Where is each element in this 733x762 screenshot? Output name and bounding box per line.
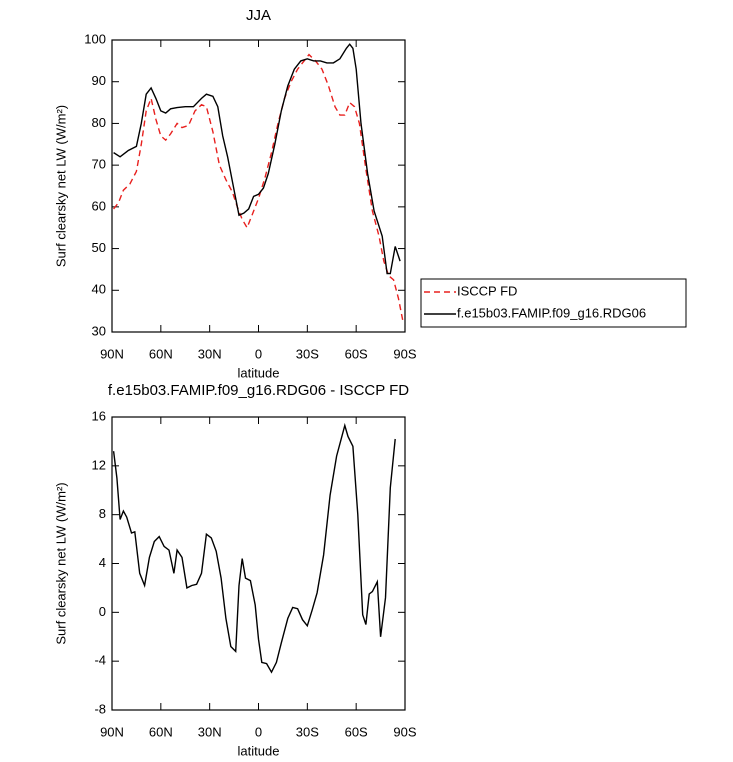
legend-label: ISCCP FD bbox=[457, 283, 517, 298]
x-axis-label: latitude bbox=[238, 365, 280, 380]
y-tick-label: 70 bbox=[92, 157, 106, 172]
data-line bbox=[113, 43, 401, 275]
chart-title: JJA bbox=[246, 7, 271, 24]
y-tick-label: 50 bbox=[92, 240, 106, 255]
legend-label: f.e15b03.FAMIP.f09_g16.RDG06 bbox=[457, 305, 646, 320]
y-tick-label: 60 bbox=[92, 198, 106, 213]
x-tick-label: 60N bbox=[149, 346, 173, 361]
x-tick-label: 30S bbox=[296, 724, 319, 739]
x-tick-label: 90N bbox=[100, 346, 124, 361]
y-tick-label: -8 bbox=[94, 701, 106, 716]
x-tick-label: 60S bbox=[345, 346, 368, 361]
x-axis-label: latitude bbox=[238, 743, 280, 758]
data-line bbox=[112, 422, 396, 674]
y-tick-label: -4 bbox=[94, 653, 106, 668]
y-tick-label: 100 bbox=[84, 31, 106, 46]
x-tick-label: 30S bbox=[296, 346, 319, 361]
data-line bbox=[113, 53, 405, 324]
y-tick-label: 0 bbox=[99, 604, 106, 619]
y-axis-label: Surf clearsky net LW (W/m²) bbox=[53, 105, 68, 267]
x-tick-label: 30N bbox=[198, 724, 222, 739]
legend-box bbox=[420, 278, 687, 328]
plot-frame bbox=[111, 416, 406, 711]
x-tick-label: 90S bbox=[393, 346, 416, 361]
y-tick-label: 16 bbox=[92, 408, 106, 423]
y-axis-label: Surf clearsky net LW (W/m²) bbox=[53, 482, 68, 644]
x-tick-label: 30N bbox=[198, 346, 222, 361]
x-tick-label: 90S bbox=[393, 724, 416, 739]
y-tick-label: 12 bbox=[92, 457, 106, 472]
y-tick-label: 80 bbox=[92, 115, 106, 130]
x-tick-label: 60S bbox=[345, 724, 368, 739]
y-tick-label: 40 bbox=[92, 282, 106, 297]
y-tick-label: 8 bbox=[99, 506, 106, 521]
x-tick-label: 90N bbox=[100, 724, 124, 739]
x-tick-label: 0 bbox=[255, 724, 262, 739]
x-tick-label: 60N bbox=[149, 724, 173, 739]
plot-frame bbox=[111, 39, 406, 333]
y-tick-label: 4 bbox=[99, 555, 106, 570]
chart-title: f.e15b03.FAMIP.f09_g16.RDG06 - ISCCP FD bbox=[108, 382, 409, 399]
y-tick-label: 30 bbox=[92, 323, 106, 338]
y-tick-label: 90 bbox=[92, 73, 106, 88]
x-tick-label: 0 bbox=[255, 346, 262, 361]
